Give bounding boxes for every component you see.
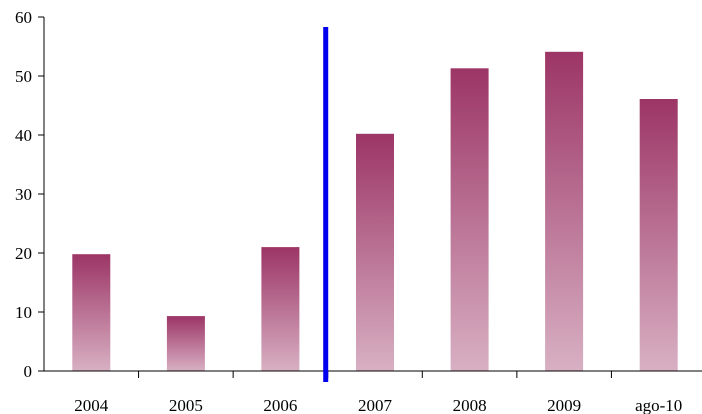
bar-ago-10 <box>639 99 678 371</box>
bar-2008 <box>450 68 489 372</box>
x-category-label: 2007 <box>358 396 393 414</box>
bar-2004 <box>72 254 111 371</box>
y-tick-label: 40 <box>15 126 32 145</box>
x-category-label: 2009 <box>547 396 581 414</box>
x-category-label: ago-10 <box>635 396 682 414</box>
x-category-label: 2006 <box>263 396 297 414</box>
bar-2009 <box>545 51 584 372</box>
y-tick-label: 50 <box>15 67 32 86</box>
x-category-label: 2004 <box>74 396 109 414</box>
y-tick-label: 60 <box>15 8 32 27</box>
bar-2006 <box>261 247 300 371</box>
y-tick-label: 0 <box>24 362 33 381</box>
bars-group <box>72 51 678 372</box>
x-category-label: 2008 <box>453 396 487 414</box>
bar-2007 <box>356 133 394 371</box>
x-ticks-group: 2004 2005 2006 2007 2008 2009 ago-10 <box>74 371 682 414</box>
x-category-label: 2005 <box>169 396 203 414</box>
y-tick-label: 10 <box>15 303 32 322</box>
y-tick-label: 20 <box>15 244 32 263</box>
y-tick-label: 30 <box>15 185 32 204</box>
bar-2005 <box>166 316 205 371</box>
y-ticks-group: 0 10 20 30 40 50 60 <box>15 8 44 381</box>
